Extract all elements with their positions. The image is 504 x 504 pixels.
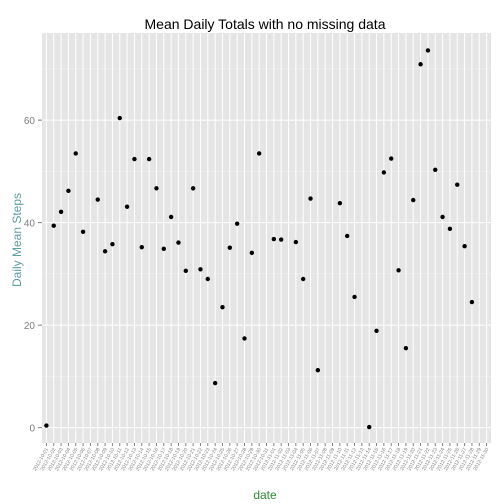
data-point [168,214,174,220]
y-tick-label: 40 [24,219,36,230]
y-axis-ticks: 0 20 40 60 [24,116,42,435]
data-point [345,233,350,239]
data-point [293,239,299,245]
data-point [418,62,423,67]
data-point [66,188,71,194]
data-point [389,156,394,161]
data-point [315,368,321,373]
data-point [396,268,401,273]
data-point [212,380,218,386]
x-axis-label: date [253,488,277,502]
x-axis-ticks: 2012-10-012012-10-022012-10-032012-10-04… [32,443,490,472]
data-point [205,276,211,282]
data-point [51,223,56,228]
data-point [58,209,64,215]
data-point [271,236,277,242]
data-point [80,229,86,235]
data-point [374,328,379,333]
y-axis-label: Daily Mean Steps [10,193,24,287]
data-point [73,151,78,156]
data-point [447,226,453,231]
data-point [234,221,240,226]
data-point [176,240,181,245]
data-point [425,48,431,53]
data-point [161,246,166,251]
data-point [411,197,416,203]
data-point [278,237,284,242]
data-point [433,167,438,173]
data-point [462,244,467,249]
data-point [110,241,115,247]
data-point [139,245,144,250]
data-point [308,196,313,201]
data-point [220,304,225,310]
data-point [367,424,372,430]
data-point [403,345,409,351]
chart-title: Mean Daily Totals with no missing data [145,16,386,32]
data-point [146,156,152,162]
data-point [440,214,445,220]
data-point [249,250,255,256]
major-gridlines-x [45,33,488,443]
data-point [117,115,122,121]
y-tick-label: 0 [29,424,35,435]
data-point [381,170,387,175]
data-point [190,186,196,191]
data-point [256,151,262,156]
data-point [132,156,137,162]
data-point [227,245,233,250]
data-point [469,299,475,305]
data-points [44,48,475,430]
data-point [352,294,357,300]
y-tick-label: 60 [24,116,36,127]
data-point [154,186,159,191]
data-point [300,276,306,282]
data-point [102,249,108,254]
data-point [198,267,203,272]
data-point [95,197,100,202]
data-point [337,200,343,206]
data-point [455,182,460,187]
data-point [183,268,188,273]
data-point [242,336,247,341]
data-point [44,423,49,428]
y-tick-label: 20 [24,321,36,332]
data-point [124,204,130,209]
